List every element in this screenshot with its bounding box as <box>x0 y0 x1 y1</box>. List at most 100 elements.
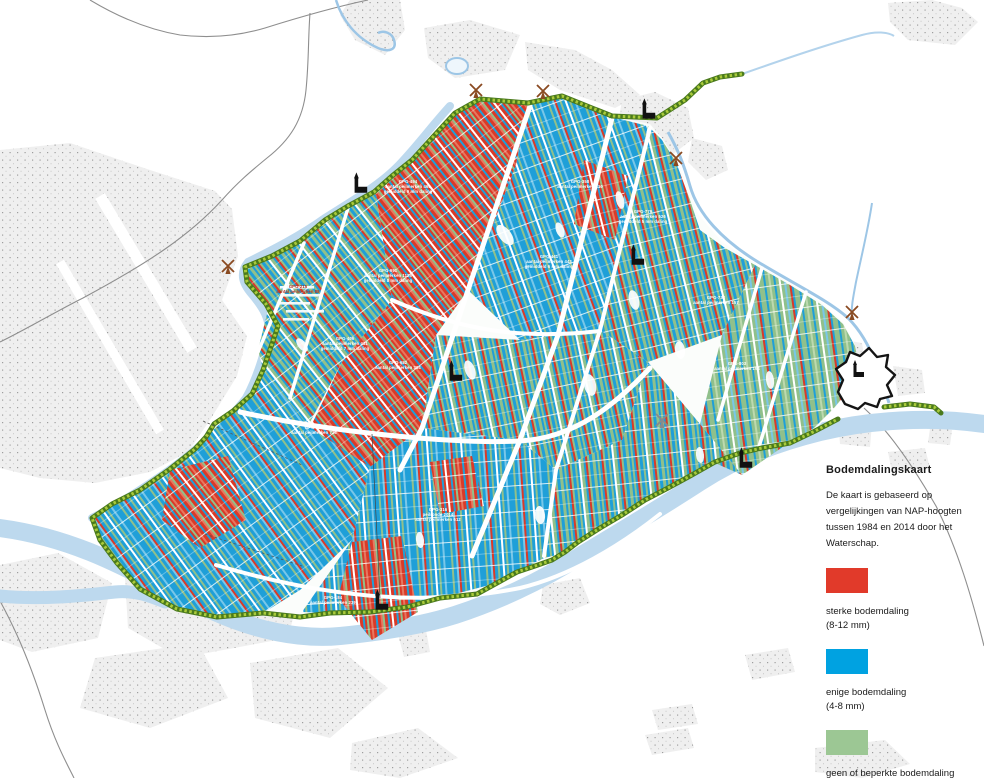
svg-text:GPG-803: GPG-803 <box>728 361 747 366</box>
svg-text:aantal peilmerken 210: aantal peilmerken 210 <box>557 184 603 189</box>
parcel-label: GPG-522 aantal peilmerken 728 <box>291 425 337 435</box>
settlement-area <box>525 42 640 108</box>
svg-text:gemiddeld 9 mm daling: gemiddeld 9 mm daling <box>384 189 433 194</box>
svg-text:gemiddeld 5 mm daling: gemiddeld 5 mm daling <box>619 219 668 224</box>
field-lane <box>756 290 808 452</box>
svg-text:GPG-691: GPG-691 <box>379 268 398 273</box>
field-lane <box>542 126 652 558</box>
legend-swatch-limited-subsidence <box>826 730 868 755</box>
farmstead-clearing <box>628 290 640 310</box>
svg-text:GPG-522: GPG-522 <box>305 425 324 430</box>
survey-lines <box>202 420 381 599</box>
road <box>863 407 984 647</box>
svg-text:aantal peilmerken 157: aantal peilmerken 157 <box>693 300 739 305</box>
settlement-area <box>424 20 520 78</box>
settlement-area <box>80 643 228 728</box>
farmstead-clearing <box>296 338 308 352</box>
pond <box>445 57 469 75</box>
field-lane <box>390 298 602 337</box>
field-lane <box>397 103 533 473</box>
settlement-area <box>888 0 978 45</box>
farmstead-clearing <box>695 447 705 463</box>
svg-text:aantal peilmerken 304: aantal peilmerken 304 <box>375 365 421 370</box>
parcel-label: GPG-779 aantal peilmerken 526 gemiddeld … <box>619 209 668 224</box>
svg-text:aantal peilmerken 443: aantal peilmerken 443 <box>526 259 572 264</box>
parcel-block <box>162 456 246 548</box>
svg-text:aantal peilmerken 1125: aantal peilmerken 1125 <box>364 273 412 278</box>
svg-text:GPG-316: GPG-316 <box>429 507 448 512</box>
svg-text:gemiddeld 7 mm daling: gemiddeld 7 mm daling <box>321 346 370 351</box>
field-lane <box>288 206 350 400</box>
svg-text:peilronde 2014: peilronde 2014 <box>423 512 454 517</box>
svg-text:aantal peilmerken 194: aantal peilmerken 194 <box>714 366 760 371</box>
legend-label: enige bodemdaling <box>826 687 907 698</box>
farmstead-clearing <box>555 222 565 238</box>
parcel-label: GPG-358 aantal peilmerken 210 <box>557 179 603 189</box>
parcel-label: GPG-215 aantal peilmerken 88 <box>276 284 320 294</box>
parcel-block <box>430 456 484 514</box>
field-lane <box>237 365 653 445</box>
settlement-area <box>893 366 925 396</box>
field-lanes <box>214 103 808 600</box>
settlement-area <box>652 704 698 730</box>
svg-text:aantal peilmerken 431: aantal peilmerken 431 <box>322 341 368 346</box>
stream <box>850 202 873 317</box>
legend-description: De kaart is gebaseerd op vergelijkingen … <box>826 490 962 549</box>
road <box>89 0 369 38</box>
legend-range: (8-12 mm) <box>826 619 870 631</box>
legend-swatch-strong-subsidence <box>826 568 868 593</box>
settlement-area <box>340 0 405 55</box>
farmstead-clearing <box>583 374 597 396</box>
field-lane <box>256 241 306 354</box>
svg-text:GPG-184: GPG-184 <box>324 595 343 600</box>
farmstead-clearing <box>615 191 625 209</box>
parcel-block <box>544 362 742 558</box>
parcel-label: GPG-406 aantal peilmerken 431 gemiddeld … <box>321 336 370 351</box>
dike-fill <box>90 72 839 619</box>
farmstead-clearings <box>280 191 775 548</box>
svg-text:aantal peilmerken 239: aantal peilmerken 239 <box>310 600 356 605</box>
windmill-icon <box>469 83 483 99</box>
parcel-block <box>376 100 528 335</box>
leader-line <box>371 433 381 599</box>
legend-swatch-some-subsidence <box>826 649 868 674</box>
dike-boundary <box>89 71 944 620</box>
svg-text:GPG-441: GPG-441 <box>540 254 559 259</box>
legend-title: Bodemdalingskaart <box>826 464 932 476</box>
farmstead-clearing <box>464 360 476 380</box>
stream <box>741 31 895 75</box>
settlement-area <box>888 448 930 472</box>
svg-text:aantal peilmerken 88: aantal peilmerken 88 <box>276 289 320 294</box>
village-enclave <box>834 346 897 411</box>
settlement-area <box>0 143 247 483</box>
svg-text:GPG-779: GPG-779 <box>634 209 653 214</box>
farmstead-clearing <box>674 341 686 359</box>
legend-item-limited: geen of beperkte bodemdaling (0-4 mm) <box>826 730 976 778</box>
settlement-area <box>540 578 590 615</box>
farmstead-clearing <box>765 371 775 389</box>
settlement-area <box>928 428 952 445</box>
parcel-label: GPG-803 aantal peilmerken 194 <box>714 361 760 371</box>
field-lane <box>716 266 764 422</box>
parcel-label: GPG-738 aantal peilmerken 157 <box>693 295 739 305</box>
parcel-block <box>700 265 860 475</box>
stream <box>334 0 396 52</box>
legend-item-strong: sterke bodemdaling (8-12 mm) <box>826 568 976 632</box>
parcel-block <box>310 300 436 467</box>
dike-outline <box>881 401 944 416</box>
svg-text:GPG-358: GPG-358 <box>571 179 590 184</box>
farmstead-clearing <box>534 506 546 524</box>
settlement-area <box>645 728 694 755</box>
svg-text:GPG-652: GPG-652 <box>389 360 408 365</box>
dashed-line <box>202 420 303 466</box>
field-lane <box>469 115 615 559</box>
settlement-lane <box>56 193 197 435</box>
svg-text:GPG-406: GPG-406 <box>336 336 355 341</box>
parcel-label: GPG-652 aantal peilmerken 304 <box>375 360 421 370</box>
parcel-label: GPG-691 aantal peilmerken 1125 gemiddeld… <box>364 268 413 283</box>
settlement-area <box>398 630 430 657</box>
settlement-area <box>250 648 388 738</box>
svg-text:aantal peilmerken 526: aantal peilmerken 526 <box>620 214 666 219</box>
